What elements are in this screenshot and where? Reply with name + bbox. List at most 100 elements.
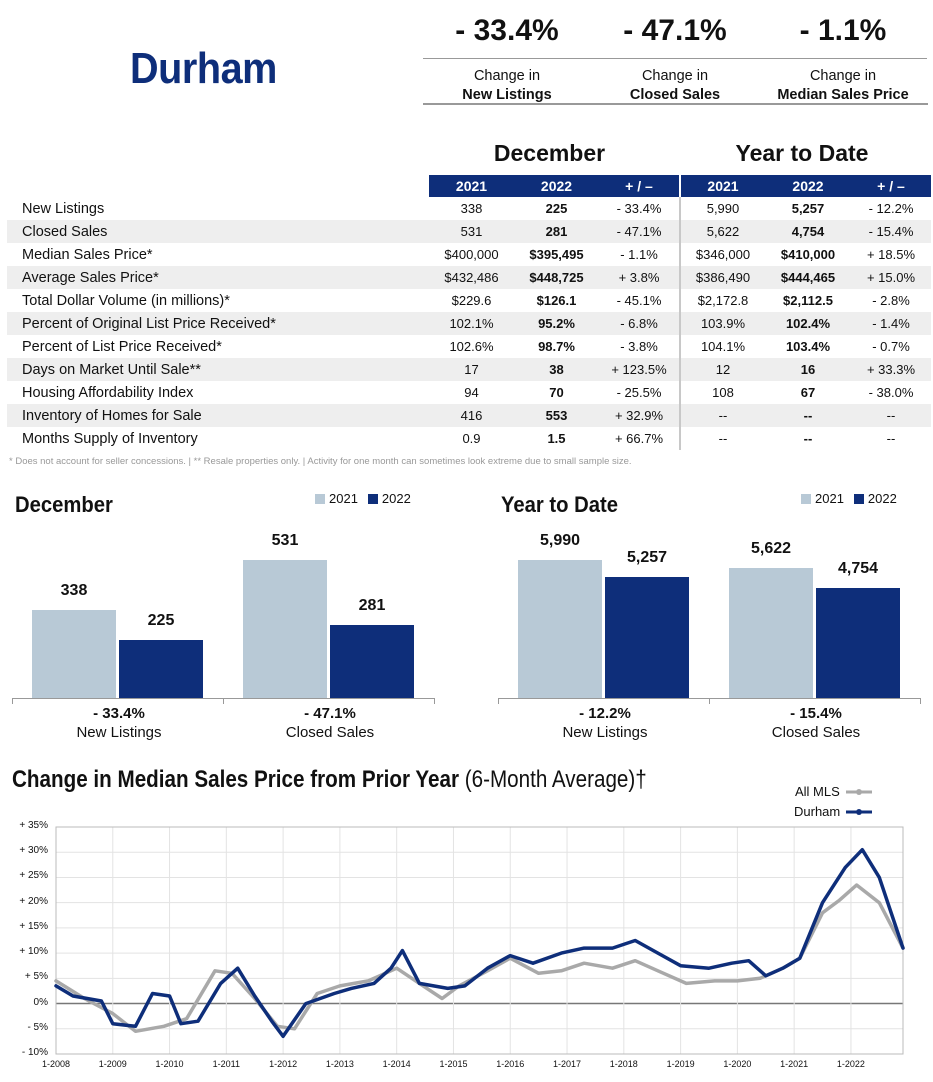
table-cell: 338 bbox=[460, 201, 483, 216]
row-label: Closed Sales bbox=[7, 220, 429, 243]
line-legend-all-mls: All MLS bbox=[795, 784, 874, 799]
table-cell: $2,112.5 bbox=[783, 293, 833, 308]
table-cell: 102.1% bbox=[429, 312, 514, 335]
table-cell: 16 bbox=[765, 358, 851, 381]
bar bbox=[729, 568, 813, 698]
category-change: - 15.4% bbox=[790, 705, 842, 722]
table-cell: 17 bbox=[429, 358, 514, 381]
table-cell: $229.6 bbox=[451, 293, 492, 308]
legend-label: 2022 bbox=[867, 491, 897, 506]
y-tick-label: + 30% bbox=[19, 845, 48, 857]
table-cell: - 1.1% bbox=[599, 243, 681, 266]
table-cell: - 47.1% bbox=[599, 220, 681, 243]
line-legend-durham: Durham bbox=[794, 804, 874, 819]
table-cell: + 123.5% bbox=[599, 358, 681, 381]
kpi-median-price: - 1.1% Change in Median Sales Price bbox=[759, 14, 927, 105]
table-cell: + 66.7% bbox=[599, 427, 681, 450]
plot-frame bbox=[55, 826, 904, 1055]
row-label: Days on Market Until Sale** bbox=[7, 358, 429, 381]
category-label: - 33.4% New Listings bbox=[14, 704, 224, 742]
category-change: - 47.1% bbox=[304, 705, 356, 722]
y-tick-label: + 35% bbox=[19, 820, 48, 831]
y-tick-label: + 20% bbox=[19, 895, 48, 907]
x-tick-label: 1-2015 bbox=[439, 1059, 468, 1069]
table-cell: 67 bbox=[800, 385, 816, 400]
table-cell: - 0.7% bbox=[872, 339, 910, 354]
table-cell: - 25.5% bbox=[599, 381, 681, 404]
bar-value-label: 4,754 bbox=[837, 560, 879, 578]
category-label: - 15.4% Closed Sales bbox=[711, 704, 921, 742]
bar-value-label: 225 bbox=[147, 611, 175, 629]
y-tick-label: + 5% bbox=[24, 971, 48, 983]
table-cell: -- bbox=[718, 431, 728, 446]
table-cell: + 18.5% bbox=[866, 247, 916, 262]
table-cell: - 33.4% bbox=[599, 197, 681, 220]
x-tick-label: 1-2013 bbox=[325, 1059, 354, 1069]
table-row: Inventory of Homes for Sale 416 553 + 32.9%… bbox=[7, 404, 931, 427]
bar-chart-title: December bbox=[15, 492, 113, 517]
table-cell: - 15.4% bbox=[851, 220, 931, 243]
table-cell: 531 bbox=[429, 220, 514, 243]
x-tick-label: 1-2016 bbox=[496, 1059, 525, 1069]
y-tick-label: + 25% bbox=[19, 870, 48, 882]
legend-swatch-2021 bbox=[801, 493, 811, 504]
table-cell: $386,490 bbox=[680, 266, 765, 289]
category-change: - 12.2% bbox=[579, 705, 631, 722]
kpi-new-listings: - 33.4% Change in New Listings bbox=[423, 14, 591, 105]
x-tick-label: 1-2022 bbox=[836, 1059, 865, 1069]
x-tick-label: 1-2011 bbox=[212, 1059, 240, 1069]
table-cell: + 32.9% bbox=[599, 404, 681, 427]
stats-table: 2021 2022 + / – 2021 2022 + / – New List… bbox=[7, 175, 931, 450]
footnote: * Does not account for seller concession… bbox=[9, 456, 632, 467]
table-cell: $346,000 bbox=[695, 247, 751, 262]
bar bbox=[243, 560, 327, 698]
table-row: Total Dollar Volume (in millions)* $229.6… bbox=[7, 289, 931, 312]
table-cell: - 6.8% bbox=[599, 312, 681, 335]
table-cell: -- bbox=[851, 404, 931, 427]
col-header: + / – bbox=[851, 175, 931, 197]
bar-value-label: 338 bbox=[60, 582, 88, 600]
kpi-label: Change in New Listings bbox=[423, 58, 591, 105]
bar-chart-legend: 2021 2022 bbox=[315, 491, 411, 506]
kpi-value: - 33.4% bbox=[455, 14, 559, 47]
legend-line-gray bbox=[845, 788, 872, 795]
row-label: Housing Affordability Index bbox=[22, 384, 194, 401]
table-cell: 103.4% bbox=[785, 339, 831, 354]
x-tick bbox=[920, 698, 921, 704]
table-cell: + 15.0% bbox=[851, 266, 931, 289]
table-cell: 94 bbox=[464, 385, 479, 400]
table-row: Days on Market Until Sale** 17 38 + 123.5% 1… bbox=[7, 358, 931, 381]
bar-value-label: 5,990 bbox=[539, 532, 581, 549]
col-header: 2021 bbox=[680, 175, 765, 197]
x-tick bbox=[709, 698, 710, 704]
category-name: New Listings bbox=[76, 724, 162, 741]
category-change: - 33.4% bbox=[93, 705, 145, 722]
table-cell: 38 bbox=[514, 358, 599, 381]
table-cell: - 38.0% bbox=[868, 385, 914, 400]
legend-label: 2021 bbox=[329, 491, 358, 506]
kpi-divider bbox=[423, 103, 928, 105]
y-tick-label: - 5% bbox=[27, 1021, 48, 1033]
table-row: Months Supply of Inventory 0.9 1.5 + 66.7% -… bbox=[7, 427, 931, 450]
table-cell: $410,000 bbox=[780, 247, 836, 262]
table-cell: $448,725 bbox=[514, 266, 599, 289]
legend-label: Durham bbox=[794, 804, 841, 819]
series-line-all-mls bbox=[54, 883, 905, 1034]
table-cell: - 3.8% bbox=[599, 335, 681, 358]
y-tick-label: + 15% bbox=[19, 920, 48, 932]
x-tick-label: 1-2009 bbox=[98, 1059, 127, 1069]
x-tick-label: 1-2020 bbox=[723, 1059, 752, 1069]
bar-chart-legend: 2021 2022 bbox=[801, 491, 897, 506]
table-cell: $2,172.8 bbox=[697, 293, 749, 308]
row-label: Percent of Original List Price Received* bbox=[7, 312, 429, 335]
legend-swatch-2021 bbox=[315, 493, 325, 504]
table-cell: 225 bbox=[545, 201, 568, 216]
legend-label: 2022 bbox=[381, 491, 411, 506]
y-tick-label: - 10% bbox=[21, 1047, 48, 1058]
table-cell: 95.2% bbox=[514, 312, 599, 335]
x-tick-label: 1-2014 bbox=[382, 1059, 411, 1069]
bar-value-label: 5,622 bbox=[750, 540, 792, 558]
bar bbox=[816, 588, 900, 698]
bar bbox=[330, 624, 414, 698]
